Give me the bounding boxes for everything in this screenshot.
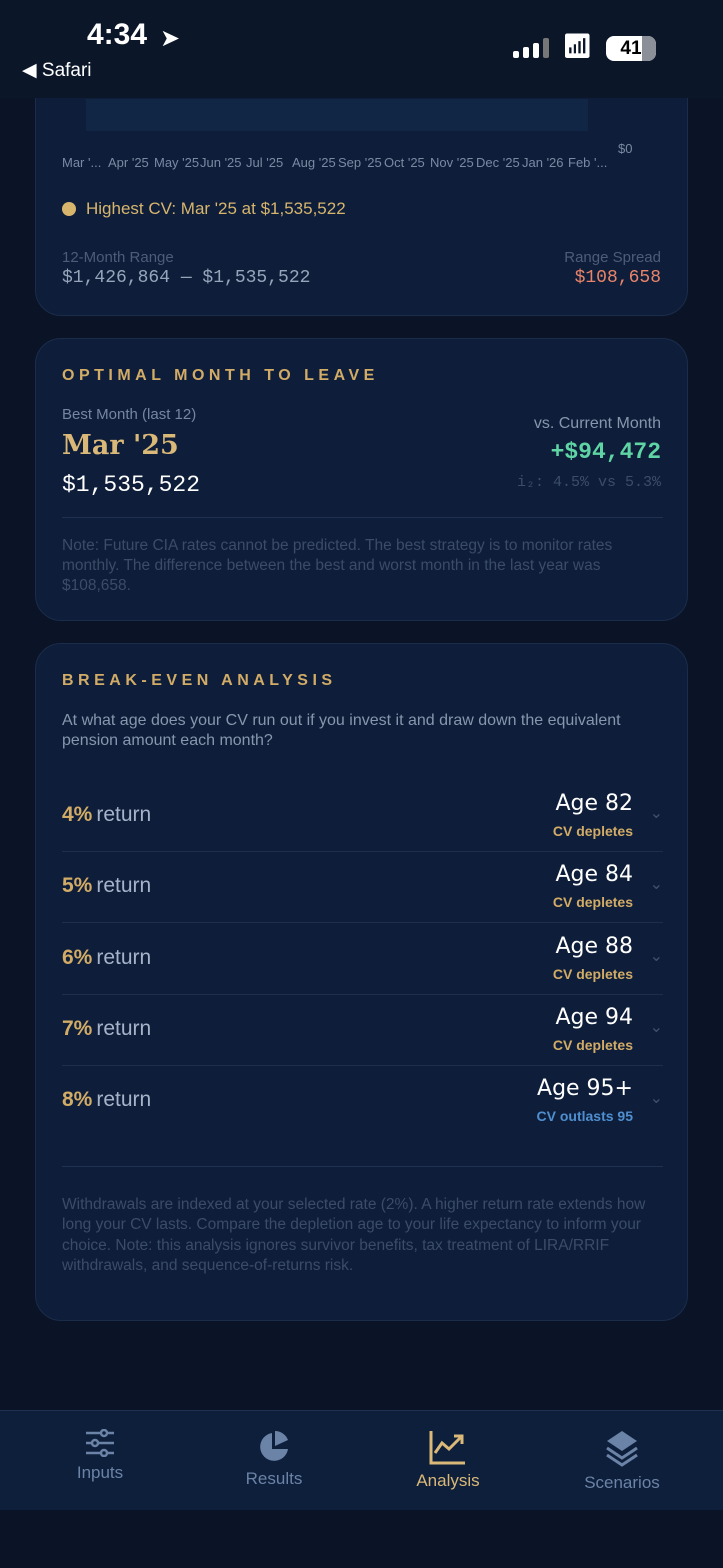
back-to-safari-link[interactable]: ◀ Safari <box>22 60 92 81</box>
question: At what age does your CV run out if you … <box>62 712 621 749</box>
y-tick: $0 <box>618 141 633 156</box>
range-value: $1,426,864 — $1,535,522 <box>62 268 311 288</box>
highest-cv-text: Highest CV: Mar '25 at $1,535,522 <box>86 199 346 218</box>
clock: 4:34 <box>87 18 148 51</box>
location-arrow-icon: ➤ <box>160 25 181 52</box>
return-label: return <box>96 945 152 969</box>
best-month: Mar '25 <box>62 430 179 461</box>
depletion-age: Age 82 <box>555 791 633 816</box>
range-label: 12-Month Range <box>62 249 174 266</box>
tab-analysis[interactable]: Analysis <box>378 1431 518 1491</box>
battery-icon: 41 <box>606 36 656 61</box>
section-title: OPTIMAL MONTH TO LEAVE <box>62 367 379 384</box>
cellular-signal-icon <box>513 38 549 58</box>
x-tick: May '25 <box>154 155 200 170</box>
tab-label: Scenarios <box>584 1473 660 1492</box>
x-axis-ticks: Mar '... Apr '25 May '25 Jun '25 Jul '25… <box>62 155 614 170</box>
return-rate: 7% return <box>62 1016 152 1040</box>
x-tick: Aug '25 <box>292 155 336 170</box>
depletion-status: CV depletes <box>552 965 633 982</box>
depletion-status: CV depletes <box>552 894 633 911</box>
range-block: 12-Month Range $1,426,864 — $1,535,522 <box>62 249 310 288</box>
footnote: Withdrawals are indexed at your selected… <box>62 1196 646 1274</box>
return-label: return <box>96 803 152 826</box>
layers-icon <box>606 1431 638 1467</box>
depletion-age: Age 84 <box>555 862 633 888</box>
break-even-row[interactable]: 4% return Age 82 CV depletes ⌄ <box>62 781 663 852</box>
rate-compare: i₂: 4.5% vs 5.3% <box>516 474 661 491</box>
tab-label: Analysis <box>416 1471 480 1490</box>
x-tick: Feb '... <box>568 155 608 170</box>
tab-bar: Inputs Results Analysis Scenarios <box>0 1410 723 1510</box>
depletion-status: CV outlasts 95 <box>536 1108 633 1125</box>
optimal-month-card: OPTIMAL MONTH TO LEAVE Best Month (last … <box>35 338 688 621</box>
spread-value: $108,658 <box>574 268 661 288</box>
break-even-row[interactable]: 7% return Age 94 CV depletes ⌄ <box>62 995 663 1066</box>
x-tick: Jul '25 <box>246 155 284 170</box>
break-even-row[interactable]: 5% return Age 84 CV depletes ⌄ <box>62 852 663 924</box>
chevron-down-icon[interactable]: ⌄ <box>649 947 663 965</box>
tab-label: Results <box>245 1469 303 1488</box>
break-even-card: BREAK-EVEN ANALYSIS At what age does you… <box>35 643 688 1321</box>
pie-chart-icon <box>260 1431 288 1461</box>
depletion-age: Age 88 <box>555 933 633 959</box>
depletion-status: CV depletes <box>552 823 633 839</box>
return-label: return <box>96 1016 152 1040</box>
chevron-down-icon[interactable]: ⌄ <box>649 876 663 894</box>
return-label: return <box>96 1088 152 1112</box>
depletion-age: Age 95+ <box>537 1076 633 1102</box>
x-tick: Sep '25 <box>338 155 382 170</box>
return-rate: 8% return <box>62 1088 152 1112</box>
best-value: $1,535,522 <box>62 472 201 498</box>
chart-plot-area <box>86 99 588 131</box>
spread-label: Range Spread <box>564 249 661 266</box>
return-label: return <box>96 874 152 898</box>
depletion-age: Age 94 <box>555 1004 633 1030</box>
divider <box>62 517 663 518</box>
return-rate: 4% return <box>62 803 152 826</box>
divider <box>62 1166 663 1167</box>
chevron-down-icon[interactable]: ⌄ <box>649 1090 663 1108</box>
x-tick: Jan '26 <box>522 155 564 170</box>
tab-scenarios[interactable]: Scenarios <box>552 1431 692 1493</box>
wifi-icon: 📶︎ <box>562 33 593 60</box>
chevron-down-icon[interactable]: ⌄ <box>649 805 663 822</box>
section-title: BREAK-EVEN ANALYSIS <box>62 672 337 689</box>
return-rate: 5% return <box>62 874 152 898</box>
x-tick: Nov '25 <box>430 155 474 170</box>
tab-results[interactable]: Results <box>204 1431 344 1489</box>
tab-inputs[interactable]: Inputs <box>30 1429 170 1483</box>
x-tick: Dec '25 <box>476 155 520 170</box>
trending-chart-icon <box>429 1431 465 1465</box>
x-tick: Jun '25 <box>200 155 242 170</box>
sliders-icon <box>86 1429 114 1457</box>
x-tick: Oct '25 <box>384 155 425 170</box>
vs-current-value: +$94,472 <box>550 439 661 465</box>
spread-block: Range Spread $108,658 <box>564 249 661 288</box>
tab-label: Inputs <box>76 1463 124 1482</box>
best-month-label: Best Month (last 12) <box>62 406 197 423</box>
legend-dot-icon <box>62 202 76 216</box>
x-tick: Mar '... <box>62 155 102 170</box>
chevron-down-icon[interactable]: ⌄ <box>649 1018 663 1036</box>
break-even-row[interactable]: 6% return Age 88 CV depletes ⌄ <box>62 924 663 995</box>
note: Note: Future CIA rates cannot be predict… <box>62 537 613 594</box>
status-bar: 4:34 ➤ ◀ Safari 📶︎ 41 <box>0 0 723 98</box>
break-even-row[interactable]: 8% return Age 95+ CV outlasts 95 ⌄ <box>62 1066 663 1137</box>
return-rate: 6% return <box>62 945 152 969</box>
highest-cv-legend: Highest CV: Mar '25 at $1,535,522 <box>62 199 346 219</box>
depletion-status: CV depletes <box>552 1036 633 1053</box>
vs-current-label: vs. Current Month <box>533 415 661 432</box>
x-tick: Apr '25 <box>108 155 149 170</box>
